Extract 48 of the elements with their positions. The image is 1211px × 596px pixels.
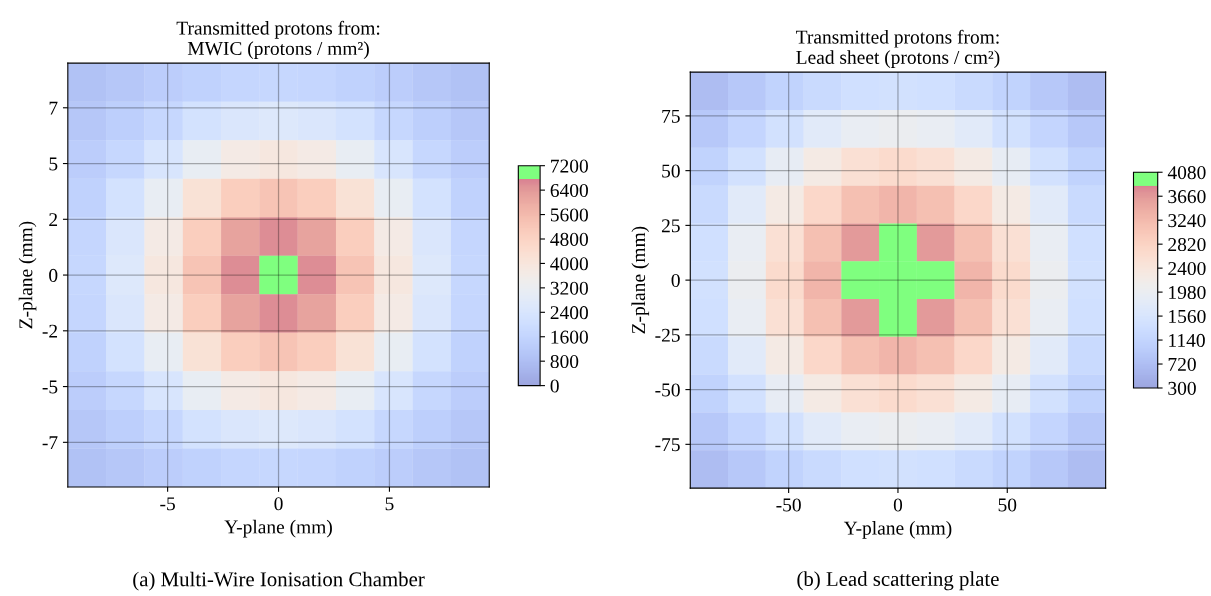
color-bar-label: 2400	[550, 306, 588, 320]
color-bar-label: 4080	[1167, 166, 1206, 180]
color-bar-label: 3240	[1168, 214, 1206, 228]
y-tick-label: 2	[49, 213, 58, 227]
y-tick-label: 75	[662, 109, 680, 123]
color-bar-label: 300	[1168, 381, 1196, 395]
color-bar-label: 3660	[1168, 190, 1206, 204]
text: (b) Lead scattering plate	[797, 571, 999, 591]
color-bar-label: 1140	[1169, 333, 1205, 347]
color-bar-label: 1560	[1169, 309, 1206, 324]
y-tick-label: -5	[42, 380, 58, 394]
y-tick-label: 7	[49, 101, 58, 115]
y-tick-label: 0	[49, 268, 58, 282]
x-tick-label: -5	[160, 497, 175, 511]
y-tick-label: 50	[662, 164, 680, 178]
x-tick-label: 50	[998, 498, 1017, 512]
y-tick-label: -2	[42, 324, 58, 338]
x-axis-title: Y-plane (mm)	[224, 519, 332, 538]
color-bar-label: 0	[550, 379, 559, 393]
color-bar-label: 7200	[551, 159, 588, 173]
color-bar-label: 3200	[550, 281, 588, 295]
x-axis-title: Y-plane (mm)	[843, 521, 952, 539]
color-bar-label: 2400	[1168, 261, 1206, 276]
color-bar-label: 720	[1168, 357, 1196, 371]
chart-title: Transmitted protons from: MWIC (protons / mm²)	[176, 20, 380, 59]
x-tick-label: -50	[776, 498, 801, 512]
color-bar-label: 4000	[550, 257, 588, 271]
color-bar-label: 6400	[550, 183, 588, 198]
x-tick-label: 5	[385, 497, 394, 511]
color-bar-label: 2820	[1168, 237, 1206, 252]
y-tick-label: -25	[655, 328, 680, 342]
x-tick-label: 0	[893, 498, 903, 512]
y-tick-label: -50	[655, 383, 680, 397]
x-tick-label: 0	[274, 497, 283, 511]
color-bar-label: 800	[550, 354, 579, 369]
color-bar-label: 1980	[1169, 285, 1206, 300]
text: (a) Multi-Wire Ionisation Chamber	[133, 571, 425, 591]
y-tick-label: 0	[671, 273, 680, 288]
color-bar-label: 4800	[550, 232, 588, 246]
y-axis-title: Z-plane (mm)	[18, 221, 37, 329]
chart-title: Transmitted protons from: Lead sheet (protons / cm²)	[796, 29, 1000, 68]
y-tick-label: -7	[42, 436, 58, 450]
y-tick-label: 5	[49, 157, 58, 171]
y-tick-label: 25	[661, 219, 680, 233]
y-axis-title: Z-plane (mm)	[631, 226, 650, 334]
color-bar-label: 1600	[551, 330, 588, 344]
color-bar-label: 5600	[550, 208, 588, 222]
y-tick-label: -75	[655, 438, 680, 452]
